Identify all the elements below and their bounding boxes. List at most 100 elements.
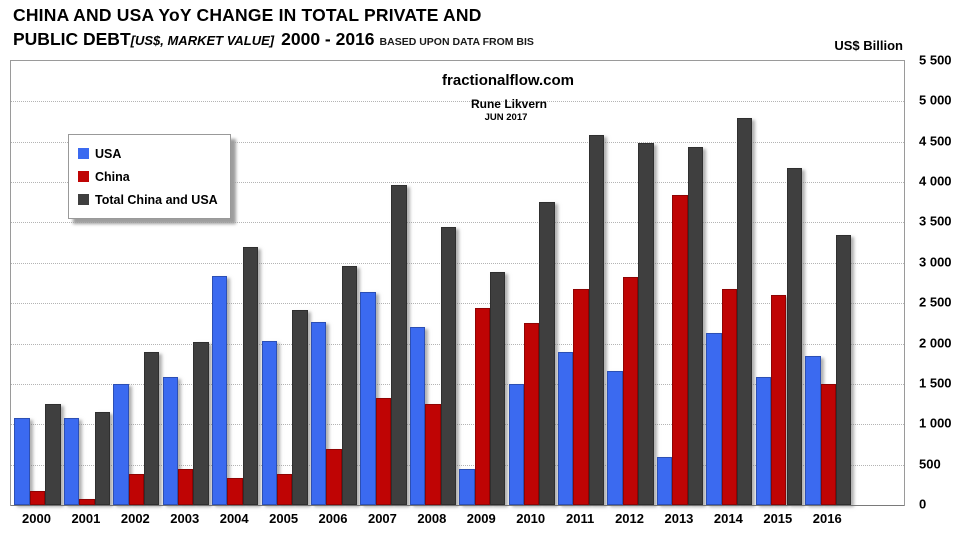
gridline-1500 — [11, 383, 904, 385]
x-axis-tick-label-2011: 2011 — [566, 511, 595, 526]
bar-usa-2000 — [14, 417, 30, 505]
y-axis-tick-label-5500: 5 500 — [919, 52, 952, 68]
bar-china-2013 — [672, 195, 688, 505]
x-axis-tick-label-2013: 2013 — [664, 511, 694, 526]
bar-china-2005 — [276, 473, 293, 505]
y-axis-tick-label-3500: 3 500 — [919, 213, 952, 229]
bar-total-china-and-usa-2002 — [144, 351, 160, 505]
gridline-3000 — [11, 262, 904, 264]
legend-label-usa: USA — [95, 146, 122, 161]
bar-total-china-and-usa-2000 — [45, 403, 61, 505]
y-axis-tick-label-1500: 1 500 — [919, 375, 952, 391]
legend-label-total: Total China and USA — [95, 192, 218, 207]
chart-title-line2: PUBLIC DEBT[US$, MARKET VALUE] 2000 - 201… — [13, 29, 534, 50]
x-axis-tick-label-2003: 2003 — [170, 511, 200, 526]
bar-total-china-and-usa-2016 — [835, 234, 852, 505]
bar-total-china-and-usa-2012 — [638, 143, 654, 505]
bar-china-2006 — [326, 449, 342, 505]
chart-title-line2-years: 2000 - 2016 — [281, 29, 375, 49]
x-axis-tick-label-2010: 2010 — [516, 511, 546, 526]
bar-china-2003 — [178, 469, 194, 505]
bar-china-2016 — [820, 383, 836, 505]
bar-total-china-and-usa-2015 — [786, 168, 802, 505]
bar-china-2007 — [375, 397, 392, 505]
gridline-4500 — [11, 141, 904, 143]
bar-china-2012 — [622, 276, 639, 505]
y-axis-tick-label-500: 500 — [919, 456, 941, 472]
bar-total-china-and-usa-2001 — [94, 412, 110, 505]
bar-total-china-and-usa-2005 — [292, 310, 308, 505]
bar-total-china-and-usa-2010 — [539, 202, 555, 505]
chart-title-line1: CHINA AND USA YoY CHANGE IN TOTAL PRIVAT… — [13, 5, 482, 25]
bar-usa-2001 — [63, 418, 80, 505]
x-axis-tick-label-2008: 2008 — [417, 511, 447, 526]
bar-total-china-and-usa-2013 — [687, 146, 704, 505]
bar-china-2014 — [721, 289, 738, 505]
bar-china-2015 — [771, 295, 787, 505]
legend-item-total: Total China and USA — [78, 188, 224, 211]
legend: USA China Total China and USA — [68, 134, 231, 219]
plot-area — [10, 60, 905, 506]
x-axis-tick-label-2015: 2015 — [763, 511, 793, 526]
bar-usa-2016 — [805, 355, 821, 505]
x-axis-tick-label-2012: 2012 — [615, 511, 644, 526]
bar-china-2001 — [79, 499, 95, 505]
legend-swatch-usa — [78, 148, 89, 159]
gridline-3500 — [11, 222, 904, 224]
bar-total-china-and-usa-2004 — [242, 247, 259, 505]
bar-china-2004 — [227, 477, 243, 505]
bar-china-2010 — [524, 323, 540, 505]
x-axis-line — [11, 505, 904, 506]
y-axis-tick-label-3000: 3 000 — [919, 254, 952, 270]
gridline-1000 — [11, 424, 904, 426]
chart-title-line2-main: PUBLIC DEBT — [13, 29, 131, 49]
watermark-author: Rune Likvern — [470, 97, 548, 111]
x-axis-tick-label-2014: 2014 — [713, 511, 743, 526]
bar-total-china-and-usa-2007 — [391, 184, 407, 505]
bar-china-2008 — [425, 404, 441, 505]
legend-swatch-china — [78, 171, 89, 182]
bar-china-2011 — [573, 288, 589, 505]
bar-usa-2003 — [162, 377, 179, 505]
legend-item-china: China — [78, 165, 224, 188]
y-axis-unit-label: US$ Billion — [834, 38, 903, 53]
x-axis-tick-label-2005: 2005 — [269, 511, 299, 526]
bar-china-2002 — [128, 473, 145, 505]
bar-usa-2013 — [656, 457, 673, 505]
gridline-500 — [11, 464, 904, 466]
bar-usa-2004 — [212, 275, 228, 505]
bar-total-china-and-usa-2008 — [440, 226, 456, 505]
x-axis-tick-label-2001: 2001 — [71, 511, 101, 526]
bar-usa-2015 — [755, 377, 772, 505]
y-axis-tick-label-4500: 4 500 — [919, 133, 952, 149]
y-axis-tick-label-0: 0 — [919, 496, 927, 512]
bar-usa-2010 — [508, 383, 524, 505]
x-axis-tick-label-2007: 2007 — [367, 511, 397, 526]
y-axis-tick-label-4000: 4 000 — [919, 173, 952, 189]
x-axis-tick-label-2002: 2002 — [120, 511, 150, 526]
bar-china-2000 — [29, 490, 46, 505]
bar-usa-2007 — [360, 291, 376, 505]
watermark-site: fractionalflow.com — [442, 72, 574, 89]
bar-total-china-and-usa-2014 — [737, 117, 753, 505]
legend-label-china: China — [95, 169, 130, 184]
x-axis-tick-label-2004: 2004 — [219, 511, 249, 526]
bar-usa-2008 — [409, 327, 426, 505]
bar-usa-2005 — [261, 341, 277, 505]
bar-usa-2012 — [607, 371, 623, 505]
bar-total-china-and-usa-2003 — [193, 341, 209, 505]
gridline-2500 — [11, 303, 904, 305]
bar-usa-2006 — [310, 321, 327, 505]
legend-swatch-total — [78, 194, 89, 205]
x-axis-tick-label-2016: 2016 — [812, 511, 842, 526]
bar-total-china-and-usa-2006 — [341, 266, 358, 505]
y-axis-tick-label-1000: 1 000 — [919, 415, 952, 431]
watermark-date: JUN 2017 — [484, 112, 528, 123]
y-axis-tick-label-2500: 2 500 — [919, 294, 952, 310]
bar-usa-2002 — [113, 383, 129, 505]
gridline-4000 — [11, 182, 904, 184]
chart-title-line2-bracket: [US$, MARKET VALUE] — [130, 33, 275, 48]
bar-total-china-and-usa-2009 — [489, 271, 506, 505]
y-axis-tick-label-2000: 2 000 — [919, 335, 952, 351]
